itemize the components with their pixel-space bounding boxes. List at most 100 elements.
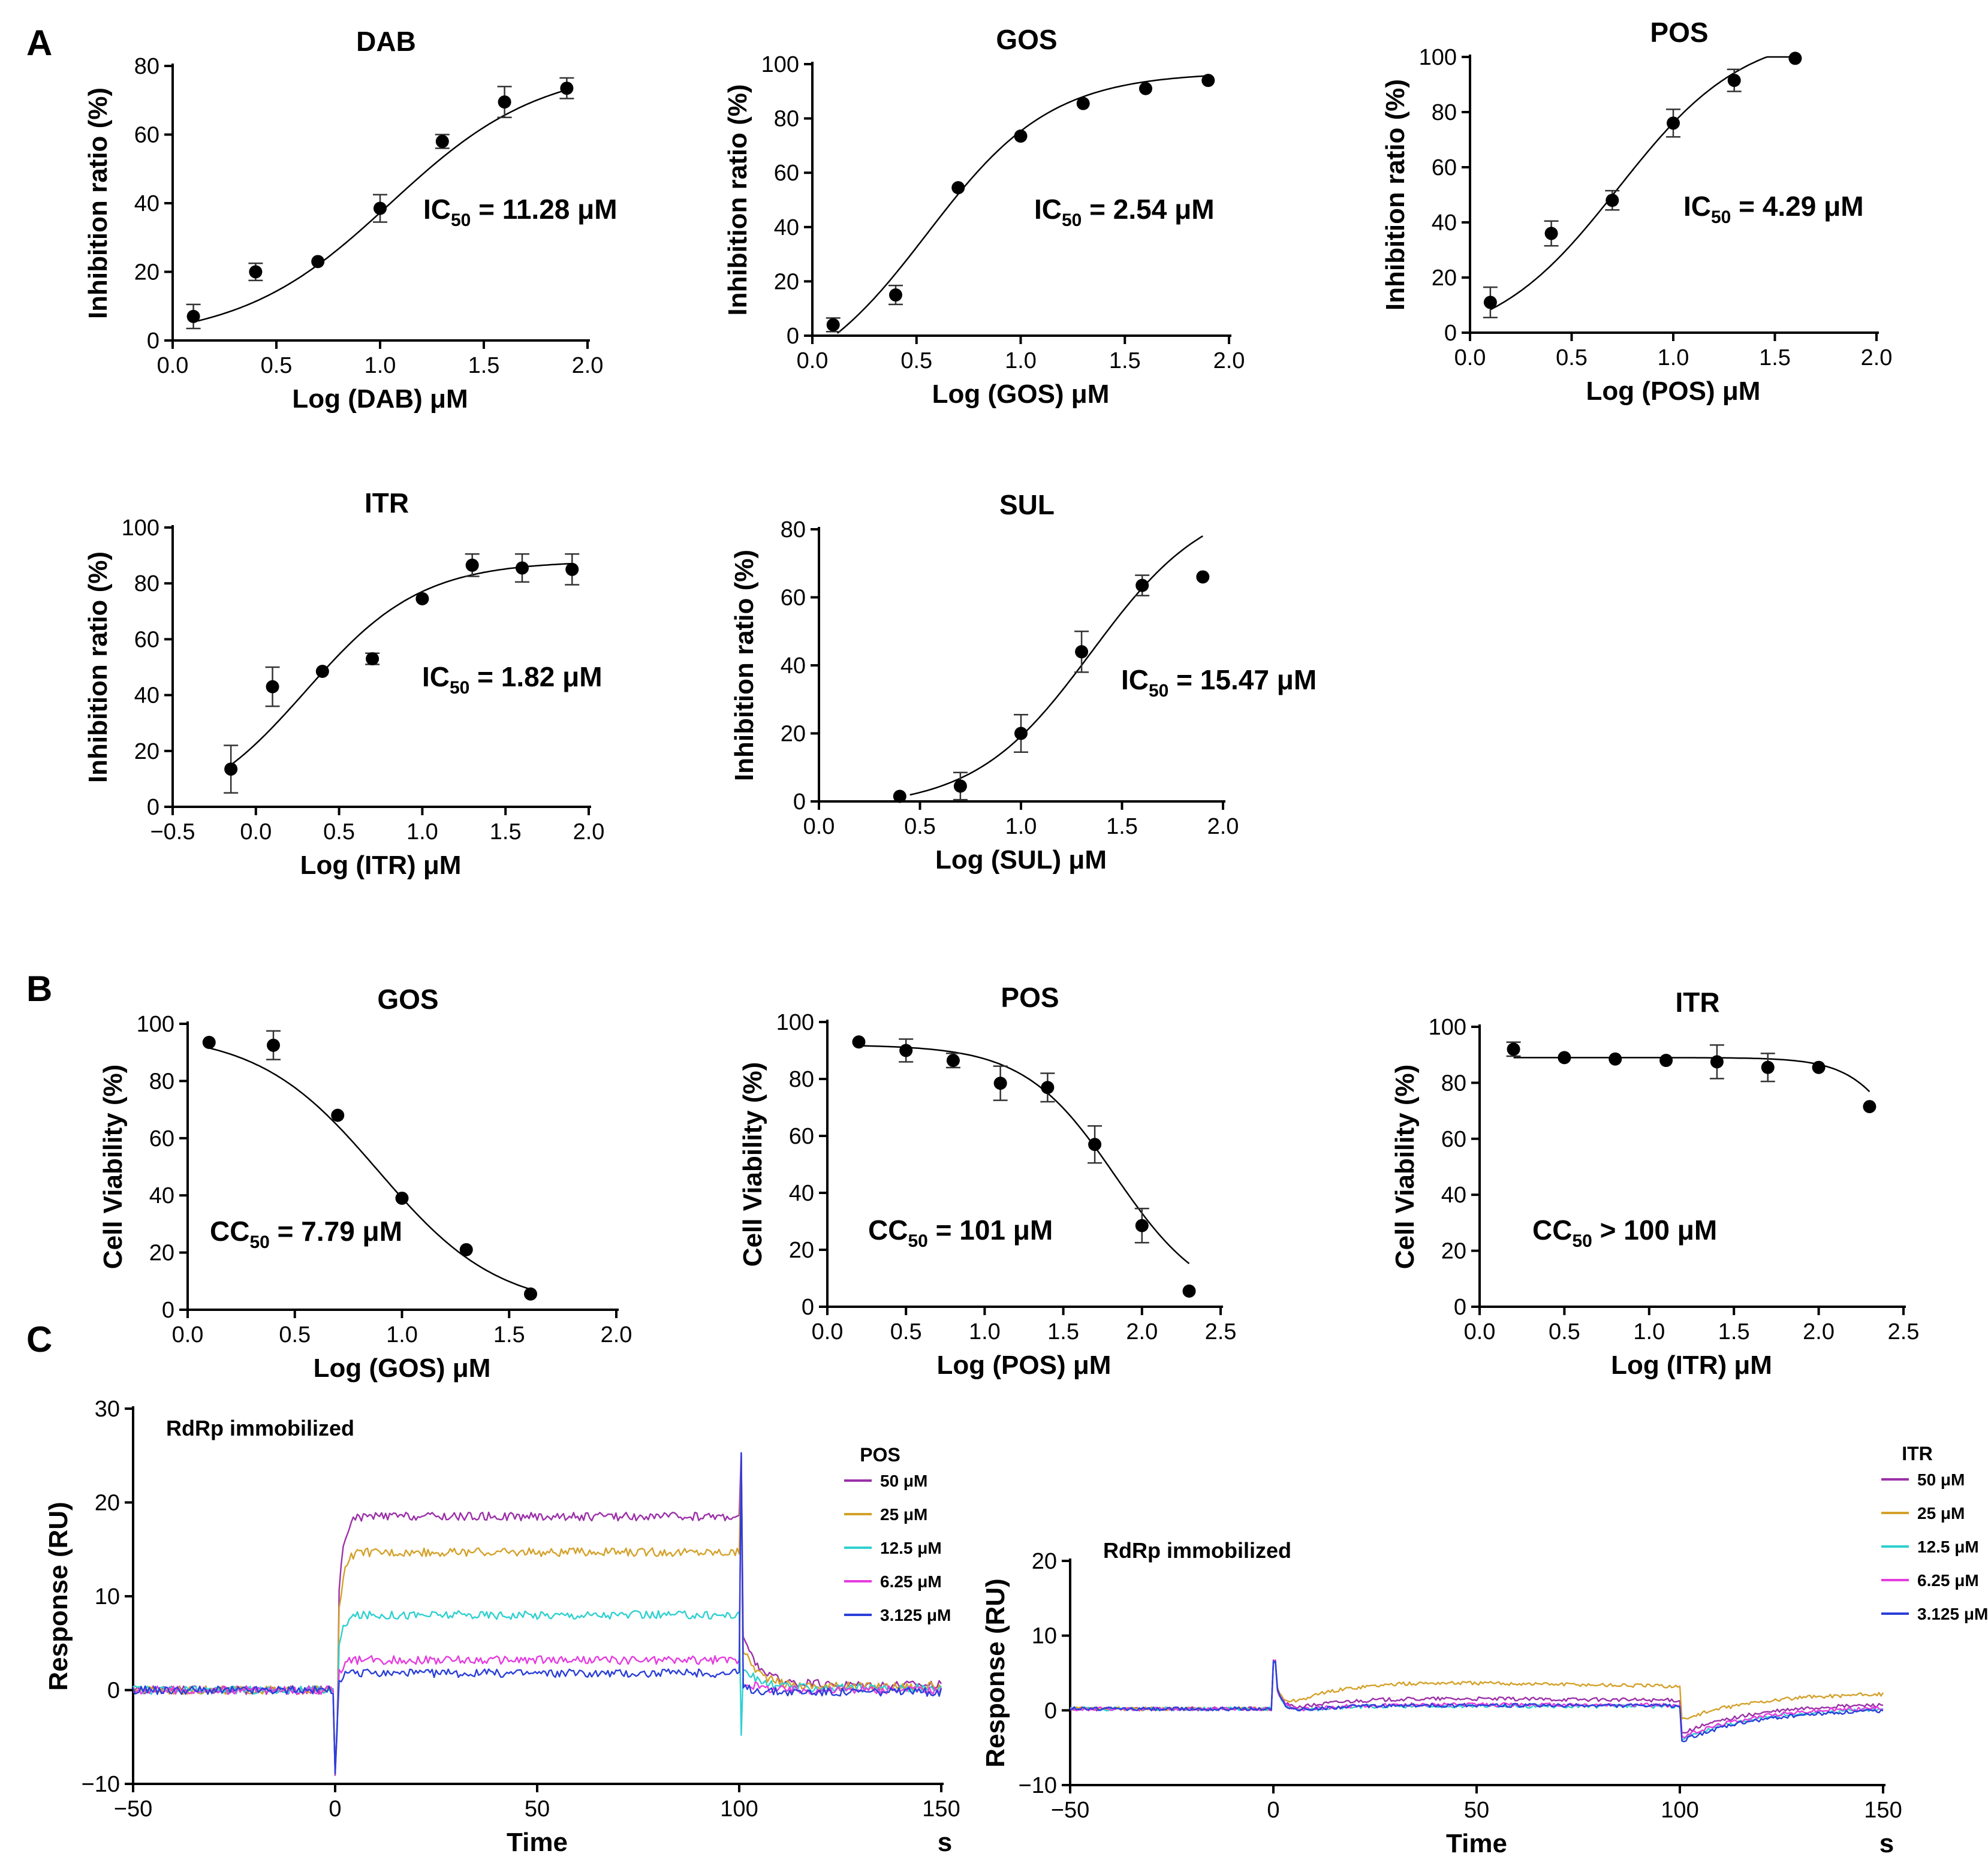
axis-x-axis-label: Time <box>1446 1829 1507 1858</box>
ann-value: = 15.47 μM <box>1168 664 1317 695</box>
ann-value: = 1.82 μM <box>469 661 602 692</box>
data-point <box>1606 194 1619 207</box>
data-point <box>331 1108 345 1122</box>
ann-prefix: IC <box>1121 664 1149 695</box>
fit-curve <box>1513 1057 1870 1093</box>
legend-label: 6.25 μM <box>880 1572 942 1591</box>
panel-letter-c: C <box>26 1319 52 1359</box>
ann-value: = 2.54 μM <box>1082 194 1214 225</box>
axis-y-tick-label: 80 <box>134 571 159 596</box>
ic50-annotation: IC50 = 11.28 μM <box>423 194 618 230</box>
legend-label: 25 μM <box>1917 1504 1965 1523</box>
axis-x-tick-label: 2.0 <box>572 353 604 378</box>
axis-y-tick-label: 30 <box>95 1397 120 1422</box>
axis-x-tick-label: 0.0 <box>803 814 835 839</box>
axis-y-axis-label: Inhibition ratio (%) <box>83 551 113 783</box>
spr-trace <box>1070 1660 1884 1743</box>
legend-label: 25 μM <box>880 1505 927 1524</box>
fit-curve <box>836 75 1209 334</box>
axis-x-tick-label: 150 <box>1864 1798 1902 1823</box>
spr-trace <box>132 1454 942 1775</box>
spr-trace <box>132 1457 942 1772</box>
data-point <box>953 779 967 793</box>
axis-y-tick-label: 40 <box>1441 1183 1466 1208</box>
axis-y-tick-label: 40 <box>134 683 159 709</box>
chart-gos-inhibition: GOS 0 20 40 60 80 100 0.0 0.5 1.0 1.5 2.0 Log (GOS) … <box>723 24 1245 409</box>
axis-y-tick-label: 100 <box>1429 1015 1466 1040</box>
data-point <box>1139 82 1152 95</box>
ann-prefix: IC <box>1683 191 1711 222</box>
axis-y-tick-label: 10 <box>1032 1624 1057 1649</box>
axis-y-tick-label: 80 <box>781 517 806 542</box>
axis-y-axis-label: Cell Viability (%) <box>98 1065 128 1270</box>
data-point <box>1544 227 1558 240</box>
axis-x-tick-label: 1.5 <box>493 1322 525 1348</box>
axis-x-tick-label: 100 <box>720 1796 758 1822</box>
fit-curve <box>909 535 1203 796</box>
axis-x-tick-label: 0.5 <box>279 1322 311 1348</box>
axis-x-tick-label: 0.5 <box>323 819 355 845</box>
axis-y-tick-label: 20 <box>134 260 159 285</box>
fit-curve <box>859 1045 1190 1264</box>
ann-subscript: 50 <box>908 1231 927 1251</box>
ann-value: > 100 μM <box>1592 1214 1717 1246</box>
chart-title: RdRp immobilized <box>1103 1538 1291 1563</box>
data-point <box>395 1191 409 1205</box>
ic50-annotation: CC50 = 7.79 μM <box>210 1216 402 1252</box>
data-point <box>311 255 325 269</box>
axis-y-tick-label: 0 <box>147 328 159 354</box>
axis-x-tick-label: −50 <box>1051 1798 1089 1823</box>
axis-y-tick-label: 80 <box>149 1069 174 1094</box>
spr-trace <box>132 1452 942 1774</box>
axis-x-tick-label: 2.0 <box>601 1322 632 1348</box>
axis-y-tick-label: 20 <box>789 1238 814 1263</box>
axis-x-tick-label: 1.0 <box>1005 348 1037 373</box>
data-point <box>1788 52 1802 65</box>
axis-x-tick-label: 100 <box>1661 1798 1698 1823</box>
axis-x-tick-label: 0.0 <box>240 819 272 845</box>
chart-pos-inhibition: POS 0 20 40 60 80 100 0.0 0.5 1.0 1.5 2.0 Log (POS) … <box>1381 17 1892 406</box>
data-point <box>951 181 965 195</box>
ann-subscript: 50 <box>1572 1231 1592 1251</box>
axis-x-tick-label: 2.0 <box>1803 1319 1835 1345</box>
spr-trace <box>1070 1659 1884 1739</box>
axis-x-tick-label: 1.5 <box>468 353 500 378</box>
axis-y-tick-label: 100 <box>776 1010 814 1035</box>
axis-x-axis-label: Log (POS) μM <box>1586 376 1761 406</box>
data-point <box>415 592 429 605</box>
axis-x-tick-label: 0.0 <box>797 348 829 373</box>
axis-x-axis-label: Log (DAB) μM <box>292 384 468 414</box>
data-point <box>1710 1055 1724 1069</box>
data-point <box>1014 129 1028 143</box>
axis-x-tick-label: 1.5 <box>1106 814 1138 839</box>
chart-title: DAB <box>356 26 416 57</box>
axis-x-tick-label: 1.0 <box>1658 345 1689 370</box>
axis-y-tick-label: 40 <box>149 1183 174 1208</box>
axis-y-axis-label: Inhibition ratio (%) <box>83 88 113 319</box>
axis-x-tick-label: 2.0 <box>1207 814 1239 839</box>
data-point <box>826 318 840 331</box>
axis-y-tick-label: 40 <box>1432 210 1457 236</box>
axis-x-tick-label: 150 <box>922 1796 960 1822</box>
axis-x-tick-label: 2.5 <box>1205 1319 1237 1345</box>
legend-label: 50 μM <box>1917 1470 1965 1489</box>
axis-x-axis-label: Log (ITR) μM <box>300 851 462 880</box>
data-point <box>946 1054 960 1068</box>
axis-y-axis-label: Inhibition ratio (%) <box>730 550 759 781</box>
spr-trace <box>132 1452 942 1776</box>
ann-prefix: IC <box>1034 194 1062 225</box>
axis-y-tick-label: 40 <box>134 191 159 216</box>
axis-y-tick-label: 10 <box>95 1584 120 1609</box>
axis-y-axis-label: Cell Viability (%) <box>1390 1065 1420 1270</box>
axis-x-tick-label: 2.0 <box>1126 1319 1158 1345</box>
axis-y-tick-label: 60 <box>1432 155 1457 180</box>
chart-gos-viability: GOS 0 20 40 60 80 100 0.0 0.5 1.0 1.5 2.0 Log (GOS) … <box>98 984 632 1383</box>
axis-x-tick-label: 2.5 <box>1888 1319 1920 1345</box>
data-point <box>465 558 479 572</box>
axis-y-tick-label: 80 <box>789 1067 814 1092</box>
data-point <box>459 1243 473 1256</box>
axis-y-tick-label: 20 <box>95 1491 120 1516</box>
axis-y-tick-label: 20 <box>781 722 806 747</box>
axis-y-tick-label: 0 <box>162 1298 174 1323</box>
axis-x-tick-label: 50 <box>1464 1798 1489 1823</box>
